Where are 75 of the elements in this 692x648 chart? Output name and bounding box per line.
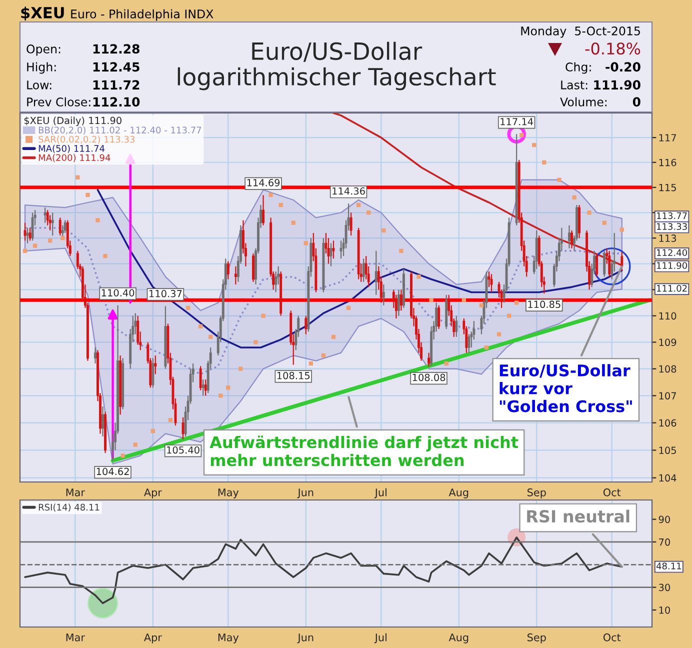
annotation: 108.08 — [412, 374, 446, 382]
x-tick-label: Jun — [297, 634, 314, 644]
y-tick-label: 117 — [659, 134, 676, 142]
legend-label: RSI(14) 48.11 — [38, 504, 100, 512]
y-tick-label: 109 — [659, 338, 676, 346]
text: Open: — [26, 44, 60, 56]
text: $XEU — [21, 6, 64, 20]
x-tick-label: Aug — [448, 488, 468, 498]
annotation: 117.14 — [500, 118, 534, 126]
y-tick-label: 108 — [659, 365, 676, 373]
text: 112.28 — [93, 44, 140, 54]
y-tick-label: 113 — [659, 234, 676, 242]
text: Volume: — [560, 97, 607, 106]
annotation: 108.15 — [277, 372, 310, 380]
text: 112.40 — [656, 249, 687, 256]
annotation: 110.85 — [528, 300, 560, 308]
text: 111.90 — [594, 80, 640, 90]
text: 111.90 — [656, 262, 687, 269]
annotation: Euro/US-Dollar kurz vor "Golden Cross" — [500, 364, 632, 412]
text: 111.02 — [656, 284, 687, 292]
y-tick-label: 116 — [659, 158, 676, 166]
y-tick-label: 105 — [659, 446, 676, 454]
text: 112.10 — [93, 97, 140, 107]
legend-title: $XEU (Daily) 111.90 — [24, 116, 122, 126]
legend-label: BB(20,2.0) 111.02 - 112.40 - 113.77 — [38, 126, 202, 135]
legend-label: MA(50) 111.74 — [38, 144, 105, 153]
text: 113.77 — [656, 212, 687, 220]
y-tick-label: 106 — [659, 419, 676, 427]
text: 0 — [632, 97, 640, 107]
text: 111.72 — [93, 80, 140, 90]
text: 112.45 — [93, 62, 140, 72]
y-tick-label: 70 — [659, 538, 670, 546]
x-tick-label: Oct — [603, 488, 621, 496]
text: Euro - Philadelphia INDX — [71, 9, 214, 21]
annotation: 114.36 — [332, 187, 365, 195]
y-tick-label: 10 — [659, 606, 670, 614]
y-tick-label: 30 — [658, 584, 670, 592]
text: 113.33 — [656, 223, 687, 230]
y-tick-label: 90 — [658, 516, 670, 524]
x-tick-label: Mar — [66, 488, 85, 496]
text: Chg: — [566, 62, 591, 74]
x-tick-label: Jul — [374, 488, 386, 498]
x-tick-label: Jun — [297, 488, 314, 498]
text: High: — [27, 62, 56, 74]
legend-label: MA(200) 111.94 — [38, 154, 110, 162]
y-tick-label: 110 — [659, 312, 676, 320]
x-tick-label: Apr — [144, 634, 162, 644]
annotation: 110.40 — [102, 289, 134, 296]
chart-title: Euro/US-Dollar logarithmischer Tageschart — [178, 42, 496, 90]
annotation: 105.40 — [167, 446, 200, 454]
y-tick-label: 104 — [659, 474, 676, 482]
y-tick-label: 107 — [659, 392, 676, 400]
x-tick-label: Sep — [528, 488, 546, 498]
y-tick-label: 115 — [659, 184, 676, 192]
x-tick-label: Sep — [528, 633, 546, 644]
x-tick-label: Apr — [144, 488, 162, 498]
annotation: 110.37 — [150, 290, 182, 298]
text: 48.11 — [656, 562, 682, 570]
x-tick-label: Mar — [66, 634, 85, 642]
text: Low: — [27, 80, 52, 90]
x-tick-label: Jul — [374, 633, 386, 644]
text: Prev Close: — [27, 97, 90, 106]
annotation: 104.62 — [96, 468, 129, 476]
annotation: Aufwärtstrendlinie darf jetzt nicht mehr unterschritten werden — [210, 436, 518, 466]
x-tick-label: Aug — [448, 634, 468, 644]
x-tick-label: May — [218, 634, 239, 644]
text: -0.20 — [606, 62, 640, 72]
x-tick-label: May — [218, 488, 239, 498]
text: Monday 5-Oct-2015 — [521, 26, 640, 38]
text: -0.18% — [585, 42, 640, 55]
annotation: 114.69 — [247, 179, 280, 186]
text: Last: — [561, 80, 588, 90]
legend-label: SAR(0.02,0.2) 113.33 — [38, 136, 135, 144]
x-tick-label: Oct — [603, 633, 621, 642]
annotation: RSI neutral — [527, 510, 630, 523]
